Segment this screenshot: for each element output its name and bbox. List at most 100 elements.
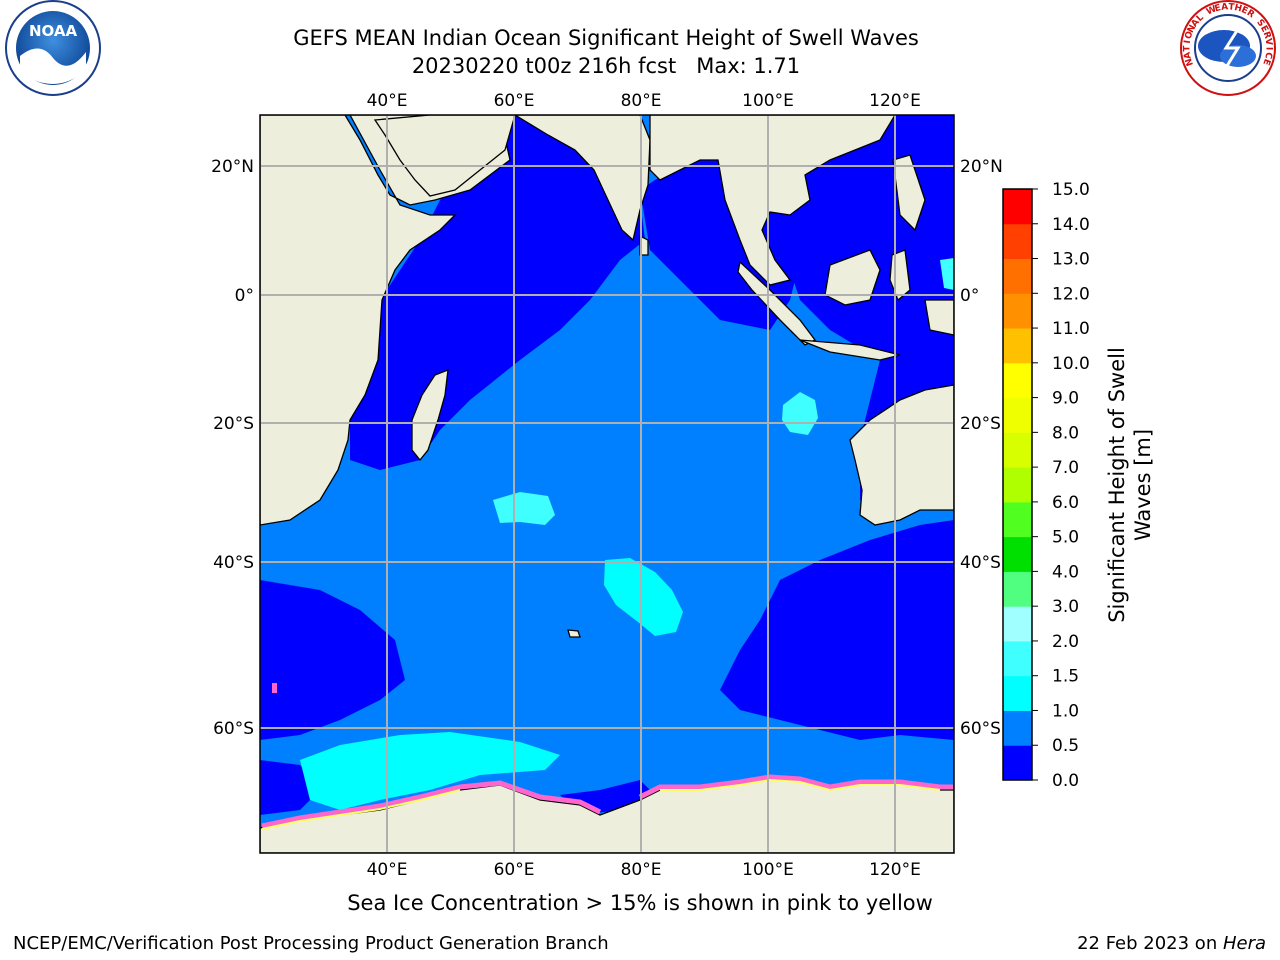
nws-logo-letter: C	[1262, 51, 1273, 60]
longitude-labels-bottom: 40°E 60°E 80°E 100°E 120°E	[367, 860, 921, 880]
land-kerguelen	[567, 629, 581, 638]
swell-high-patch-5	[940, 258, 954, 290]
longitude-label-top: 40°E	[367, 91, 408, 111]
swell-high-patch-3	[493, 492, 555, 525]
colorbar-tick-label: 0.0	[1052, 771, 1079, 791]
latitude-label-right: 20°S	[960, 414, 1001, 434]
land-east-islands	[924, 299, 954, 336]
colorbar-bin	[1003, 467, 1032, 503]
longitude-label-top: 120°E	[869, 91, 921, 111]
colorbar-bin	[1003, 710, 1032, 746]
latitude-label-right: 40°S	[960, 553, 1001, 573]
swell-high-patch-2	[300, 732, 560, 810]
ocean-low-north	[350, 115, 645, 470]
longitude-label-bottom: 80°E	[621, 860, 662, 880]
land-australia	[849, 384, 954, 526]
sea-ice-caption: Sea Ice Concentration > 15% is shown in …	[347, 891, 933, 915]
nws-logo-letter: S	[1254, 18, 1266, 29]
ocean-low-southwest	[260, 580, 405, 740]
colorbar-tick-label: 14.0	[1052, 215, 1090, 235]
latitude-labels-left: 20°N 0° 20°S 40°S 60°S	[211, 157, 254, 739]
colorbar-title-line1: Significant Height of Swell	[1105, 347, 1129, 623]
colorbar-bin	[1003, 432, 1032, 468]
colorbar-bin	[1003, 328, 1032, 364]
colorbar-tick-label: 11.0	[1052, 319, 1090, 339]
colorbar-title: Significant Height of Swell Waves [m]	[1104, 347, 1156, 623]
longitude-label-bottom: 60°E	[494, 860, 535, 880]
colorbar-tick-label: 7.0	[1052, 458, 1079, 478]
nws-logo-letter: A	[1190, 18, 1202, 30]
colorbar-bin	[1003, 606, 1032, 642]
colorbar-tick-label: 9.0	[1052, 389, 1079, 409]
sea-ice-fringe	[261, 683, 954, 830]
latitude-label-right: 60°S	[960, 719, 1001, 739]
nws-logo-letter: L	[1195, 13, 1206, 24]
longitude-label-top: 100°E	[742, 91, 794, 111]
latitude-label-left: 20°S	[213, 414, 254, 434]
footer-credit: NCEP/EMC/Verification Post Processing Pr…	[13, 933, 609, 954]
nws-logo-letter: N	[1184, 57, 1196, 68]
colorbar-bin	[1003, 397, 1032, 433]
latitude-label-left: 0°	[235, 286, 254, 306]
land-india	[513, 115, 651, 242]
colorbar-bin	[1003, 675, 1032, 711]
latitude-labels-right: 20°N 0° 20°S 40°S 60°S	[960, 157, 1003, 739]
nws-logo-letter: E	[1214, 3, 1222, 14]
colorbar-tick-labels: 0.0 0.5 1.0 1.5 2.0 3.0 4.0 5.0 6.0 7.0 8.0 9.0 10.0…	[1032, 180, 1090, 791]
colorbar-border	[1002, 188, 1033, 781]
nws-logo-letter: E	[1260, 57, 1272, 66]
colorbar	[1002, 188, 1033, 781]
colorbar-tick-label: 12.0	[1052, 284, 1090, 304]
latitude-label-left: 40°S	[213, 553, 254, 573]
colorbar-bin	[1003, 189, 1032, 225]
map-border	[259, 114, 955, 854]
nws-logo-letter: I	[1183, 39, 1193, 44]
land-sumatra	[737, 260, 816, 346]
colorbar-bin	[1003, 745, 1032, 781]
colorbar-bin	[1003, 501, 1032, 538]
nws-logo-letter: E	[1240, 5, 1250, 17]
nws-logo-letter: A	[1183, 51, 1194, 60]
colorbar-tick-label: 10.0	[1052, 354, 1090, 374]
latitude-label-left: 60°S	[213, 719, 254, 739]
land-java	[799, 339, 901, 361]
nws-logo-letter: W	[1205, 4, 1218, 17]
latitude-label-right: 0°	[960, 286, 979, 306]
longitude-label-bottom: 120°E	[869, 860, 921, 880]
colorbar-bin	[1003, 258, 1032, 294]
colorbar-tick-label: 1.5	[1052, 667, 1079, 687]
svg-text:NOAA: NOAA	[29, 22, 78, 40]
colorbar-bin	[1003, 640, 1032, 677]
swell-high-patch-4	[782, 392, 818, 435]
land-madagascar	[411, 369, 449, 462]
nws-logo-letter: T	[1182, 45, 1192, 52]
nws-logo-letter: A	[1221, 2, 1229, 13]
colorbar-tick-label: 1.0	[1052, 701, 1079, 721]
colorbar-bin	[1003, 362, 1032, 399]
longitude-label-bottom: 40°E	[367, 860, 408, 880]
colorbar-tick-label: 4.0	[1052, 562, 1079, 582]
swell-high-patch-1	[604, 558, 683, 636]
land-philippines	[892, 154, 926, 232]
nws-logo-letter: N	[1186, 23, 1198, 34]
footer-date: 22 Feb 2023 on Hera	[1077, 933, 1266, 954]
colorbar-tick-label: 0.5	[1052, 736, 1079, 756]
nws-logo-letter: T	[1228, 2, 1236, 13]
nws-logo-letter: I	[1263, 47, 1273, 51]
colorbar-bin	[1003, 223, 1032, 260]
nws-logo-letter: V	[1263, 38, 1274, 46]
footer-date-text: 22 Feb 2023 on	[1077, 933, 1223, 954]
noaa-logo: NOAA	[5, 0, 101, 96]
colorbar-tick-label: 6.0	[1052, 493, 1079, 513]
colorbar-bin	[1003, 571, 1032, 607]
colorbar-bin	[1003, 536, 1032, 572]
map-area	[260, 115, 954, 853]
map-title: GEFS MEAN Indian Ocean Significant Heigh…	[293, 26, 919, 50]
nws-logo-letter: R	[1261, 30, 1273, 40]
nws-logo-letter: O	[1184, 30, 1196, 41]
longitude-label-top: 60°E	[494, 91, 535, 111]
map-subtitle: 20230220 t00z 216h fcst Max: 1.71	[411, 54, 801, 78]
gridlines	[260, 115, 954, 853]
nws-logo-letter: E	[1258, 24, 1270, 34]
